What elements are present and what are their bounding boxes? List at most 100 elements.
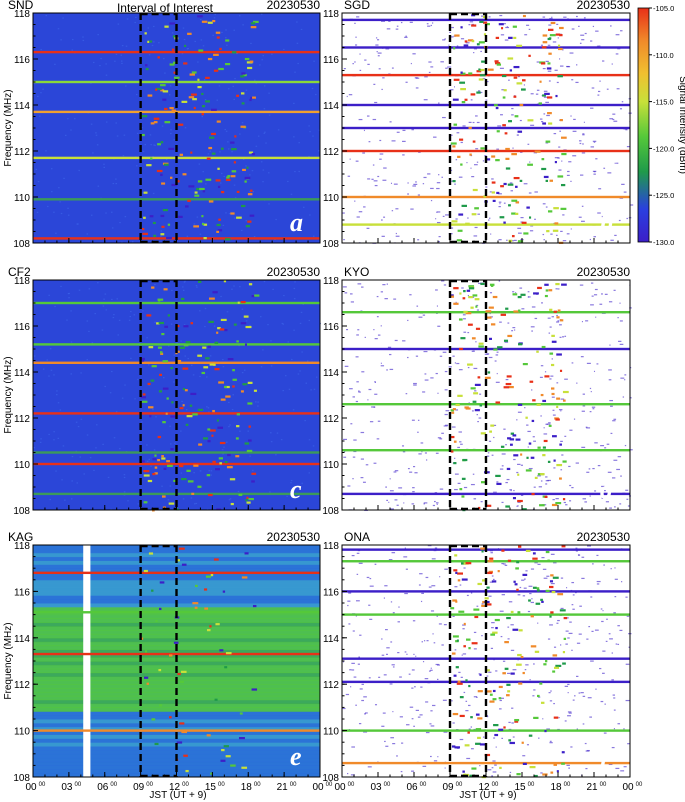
- noise-pixel: [540, 44, 543, 46]
- noise-pixel: [593, 141, 596, 143]
- noise-pixel: [401, 445, 405, 447]
- noise-pixel: [83, 473, 86, 475]
- activity-pixel: [540, 473, 545, 476]
- noise-pixel: [107, 476, 110, 479]
- noise-pixel: [223, 175, 225, 178]
- activity-pixel: [529, 380, 534, 383]
- noise-pixel: [430, 725, 435, 727]
- activity-pixel: [192, 98, 197, 101]
- noise-pixel: [359, 688, 363, 690]
- noise-pixel: [550, 553, 555, 555]
- noise-pixel: [479, 393, 482, 395]
- activity-pixel: [247, 381, 253, 384]
- noise-pixel: [507, 638, 510, 640]
- noise-pixel: [563, 16, 567, 18]
- noise-pixel: [533, 663, 535, 665]
- noise-pixel: [427, 25, 431, 27]
- noise-pixel: [213, 325, 216, 327]
- x-tick-superscript: 00: [348, 782, 355, 788]
- noise-pixel: [355, 400, 359, 403]
- activity-pixel: [519, 179, 523, 182]
- noise-pixel: [496, 148, 500, 150]
- activity-pixel: [179, 153, 183, 156]
- activity-pixel: [549, 580, 554, 583]
- activity-pixel: [544, 92, 550, 95]
- noise-pixel: [219, 151, 221, 153]
- noise-pixel: [558, 169, 562, 171]
- noise-pixel: [421, 592, 424, 594]
- noise-pixel: [88, 330, 90, 333]
- activity-pixel: [547, 37, 551, 41]
- x-tick-label: 15: [205, 782, 217, 793]
- noise-band: [33, 661, 320, 666]
- noise-pixel: [592, 140, 597, 142]
- noise-pixel: [366, 576, 370, 579]
- activity-pixel: [534, 650, 540, 653]
- activity-pixel: [514, 720, 519, 723]
- noise-pixel: [308, 155, 310, 158]
- activity-pixel: [548, 289, 553, 292]
- activity-pixel: [562, 498, 566, 501]
- noise-pixel: [462, 653, 467, 655]
- noise-pixel: [74, 118, 76, 120]
- noise-pixel: [455, 409, 459, 411]
- noise-pixel: [121, 241, 123, 243]
- noise-pixel: [511, 707, 514, 709]
- activity-pixel: [460, 337, 466, 340]
- noise-pixel: [476, 414, 478, 416]
- x-tick-superscript: 00: [182, 782, 189, 788]
- noise-pixel: [39, 441, 42, 444]
- noise-pixel: [591, 630, 594, 632]
- noise-pixel: [473, 696, 478, 698]
- noise-pixel: [580, 692, 584, 694]
- noise-pixel: [42, 88, 44, 90]
- activity-pixel: [478, 342, 484, 345]
- noise-pixel: [619, 629, 623, 632]
- activity-pixel: [454, 746, 460, 749]
- activity-pixel: [551, 590, 556, 594]
- activity-pixel: [563, 637, 567, 640]
- activity-pixel: [540, 701, 545, 704]
- activity-pixel: [555, 501, 562, 505]
- activity-pixel: [486, 504, 492, 507]
- noise-pixel: [466, 161, 468, 164]
- noise-pixel: [448, 44, 450, 46]
- noise-pixel: [398, 606, 400, 608]
- activity-pixel: [474, 615, 479, 619]
- activity-pixel: [214, 368, 220, 371]
- station-label: ONA: [344, 530, 370, 544]
- noise-pixel: [550, 690, 552, 692]
- activity-pixel: [182, 387, 186, 391]
- noise-pixel: [394, 339, 398, 342]
- noise-pixel: [623, 766, 627, 768]
- activity-pixel: [557, 309, 561, 312]
- noise-pixel: [560, 230, 563, 232]
- noise-pixel: [549, 378, 552, 380]
- noise-pixel: [523, 84, 526, 86]
- activity-pixel: [224, 666, 228, 669]
- noise-pixel: [428, 670, 431, 672]
- activity-pixel: [518, 629, 523, 632]
- noise-pixel: [54, 305, 56, 308]
- activity-pixel: [244, 343, 247, 346]
- noise-pixel: [526, 744, 530, 746]
- noise-pixel: [395, 232, 397, 235]
- noise-pixel: [605, 501, 610, 503]
- noise-pixel: [354, 22, 356, 24]
- noise-pixel: [516, 471, 519, 474]
- noise-pixel: [611, 652, 614, 654]
- noise-pixel: [91, 342, 94, 344]
- activity-pixel: [520, 453, 523, 456]
- activity-pixel: [505, 157, 510, 160]
- activity-pixel: [189, 404, 193, 407]
- noise-pixel: [523, 587, 527, 589]
- activity-pixel: [465, 562, 472, 565]
- noise-pixel: [380, 219, 383, 221]
- noise-pixel: [358, 722, 362, 725]
- noise-pixel: [109, 392, 112, 394]
- activity-pixel: [213, 558, 219, 561]
- noise-pixel: [414, 686, 416, 688]
- noise-pixel: [475, 341, 477, 343]
- noise-pixel: [163, 377, 165, 379]
